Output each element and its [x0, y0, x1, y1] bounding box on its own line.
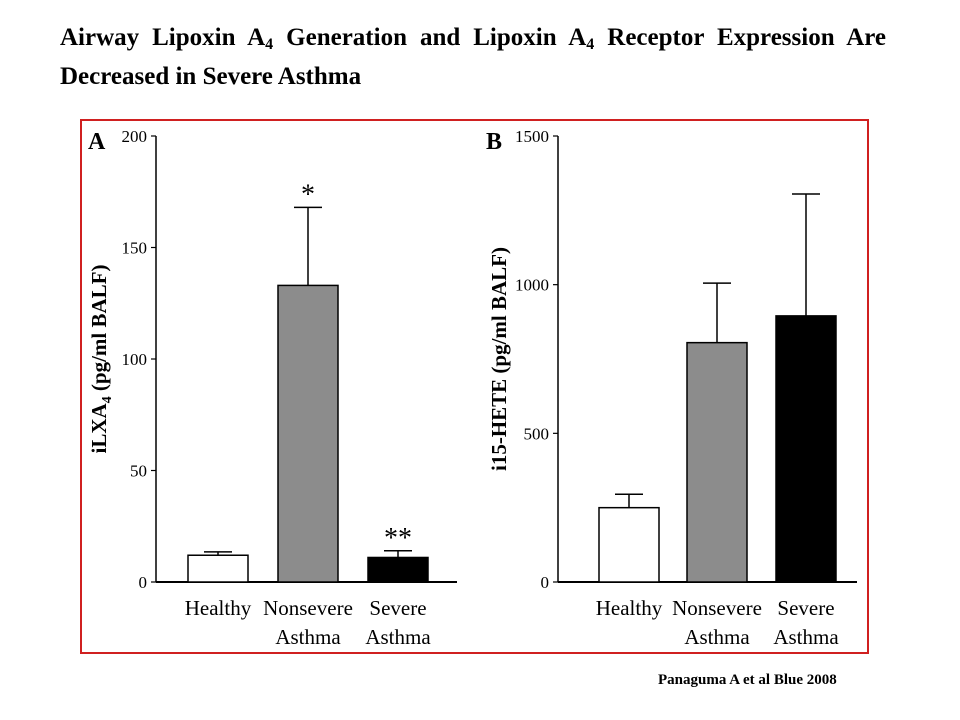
bar-2: [367, 556, 429, 583]
bar-0: [598, 506, 660, 583]
category-label: Healthy: [185, 596, 252, 620]
y-tick-label: 50: [130, 462, 147, 481]
y-axis-label: i15-HETE (pg/ml BALF): [487, 247, 511, 471]
category-label-line2: Asthma: [275, 625, 341, 649]
category-label: Severe: [369, 596, 426, 620]
y-axis-label: iLXA4 (pg/ml BALF): [87, 264, 115, 453]
panel-label: A: [88, 129, 106, 155]
category-label: Nonsevere: [672, 596, 762, 620]
significance-marker: *: [301, 179, 315, 210]
y-tick-label: 100: [122, 350, 148, 369]
y-tick-label: 1500: [515, 127, 549, 146]
bar-2: [775, 315, 837, 583]
y-tick-label: 500: [524, 424, 550, 443]
category-label-line2: Asthma: [365, 625, 431, 649]
panel-a: A 0 50 100 150 200 iLXA4 (pg/ml BALF) Healthy * N…: [87, 127, 457, 649]
slide-title: Airway Lipoxin A4 Generation and Lipoxin…: [60, 24, 886, 90]
category-label: Healthy: [596, 596, 663, 620]
figure-frame: A 0 50 100 150 200 iLXA4 (pg/ml BALF) Healthy * N…: [80, 119, 869, 654]
bar-1: [277, 284, 339, 583]
bar-1: [686, 341, 748, 583]
bar-0: [187, 554, 249, 583]
figure-svg: A 0 50 100 150 200 iLXA4 (pg/ml BALF) Healthy * N…: [87, 127, 857, 649]
panel-b: B 0 500 1000 1500 i15-HETE (pg/ml BALF) Health…: [486, 127, 857, 649]
category-label: Nonsevere: [263, 596, 353, 620]
category-label: Severe: [777, 596, 834, 620]
y-tick-label: 0: [139, 573, 148, 592]
citation: Panaguma A et al Blue 2008: [658, 672, 837, 688]
y-tick-label: 150: [122, 239, 148, 258]
category-label-line2: Asthma: [773, 625, 839, 649]
y-tick-label: 0: [541, 573, 550, 592]
y-tick-label: 1000: [515, 276, 549, 295]
significance-marker: **: [384, 523, 412, 554]
y-tick-label: 200: [122, 127, 148, 146]
category-label-line2: Asthma: [684, 625, 750, 649]
panel-label: B: [486, 129, 502, 155]
